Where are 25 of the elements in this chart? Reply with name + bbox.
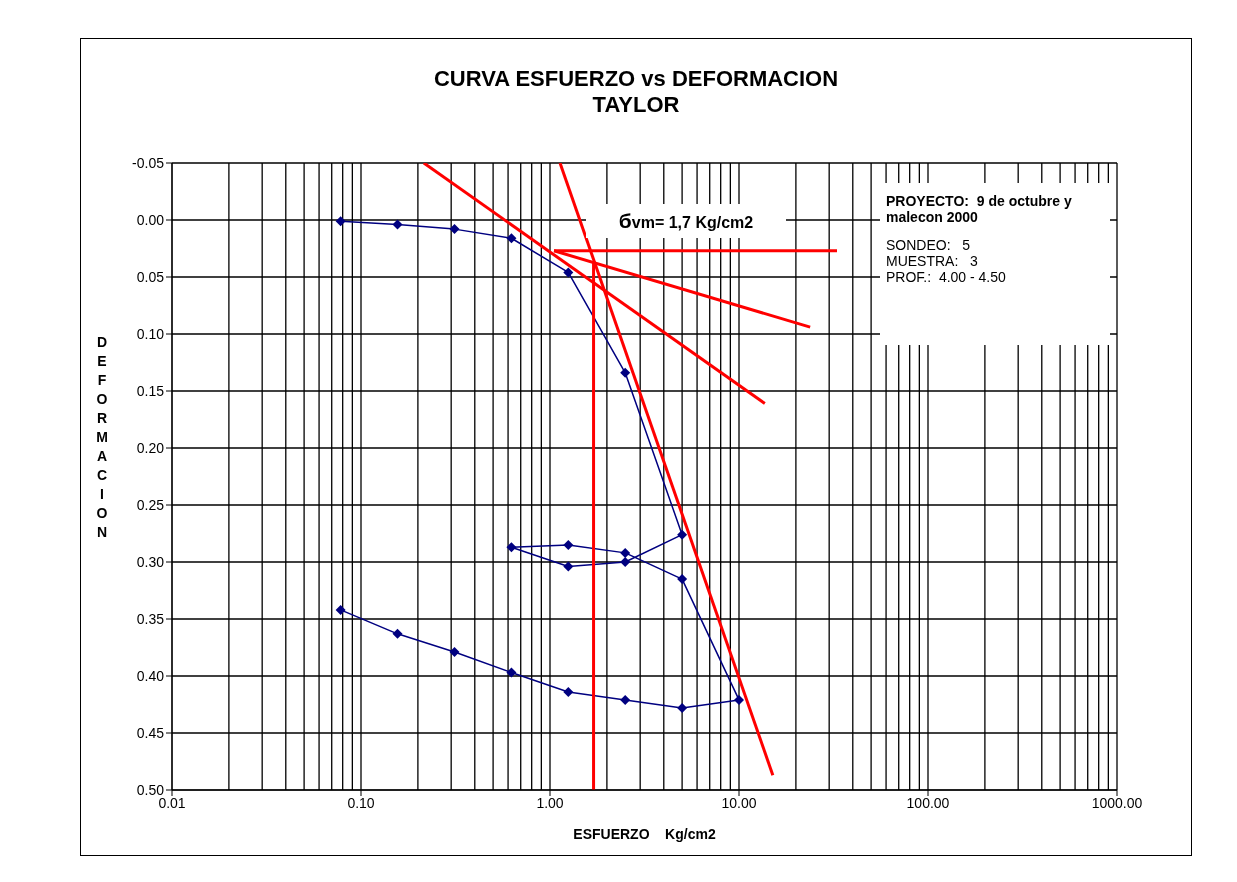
- y-tick-label: 0.45: [136, 724, 165, 741]
- annotation: PROYECTO: 9 de octubre y malecon 2000: [886, 193, 1073, 225]
- chart-subtitle: TAYLOR: [591, 92, 681, 118]
- x-tick-label: 0.10: [347, 794, 375, 811]
- annotation: MUESTRA: 3: [886, 253, 979, 269]
- y-tick-label: 0.30: [136, 553, 165, 570]
- y-tick-label: -0.05: [132, 154, 165, 171]
- y-tick-label: 0.20: [136, 439, 165, 456]
- y-tick-label: 0.25: [136, 496, 165, 513]
- x-tick-label: 10.00: [721, 794, 757, 811]
- chart-title: CURVA ESFUERZO vs DEFORMACION: [432, 66, 840, 92]
- x-tick-label: 100.00: [906, 794, 950, 811]
- y-tick-label: 0.05: [136, 268, 165, 285]
- x-tick-label: 1000.00: [1091, 794, 1143, 811]
- annotation: SONDEO: 5: [886, 237, 972, 253]
- y-tick-label: 0.00: [136, 211, 165, 228]
- annotation: PROF.: 4.00 - 4.50: [886, 269, 1007, 285]
- y-tick-label: 0.15: [136, 382, 165, 399]
- x-tick-label: 1.00: [536, 794, 564, 811]
- y-tick-label: 0.40: [136, 667, 165, 684]
- label-box: бvm= 1,7 Kg/cm2: [586, 204, 786, 238]
- y-tick-label: 0.35: [136, 610, 165, 627]
- text: DEFORMACION: [96, 334, 108, 540]
- y-tick-label: 0.10: [136, 325, 165, 342]
- x-axis-title: ESFUERZO Kg/cm2: [572, 826, 717, 842]
